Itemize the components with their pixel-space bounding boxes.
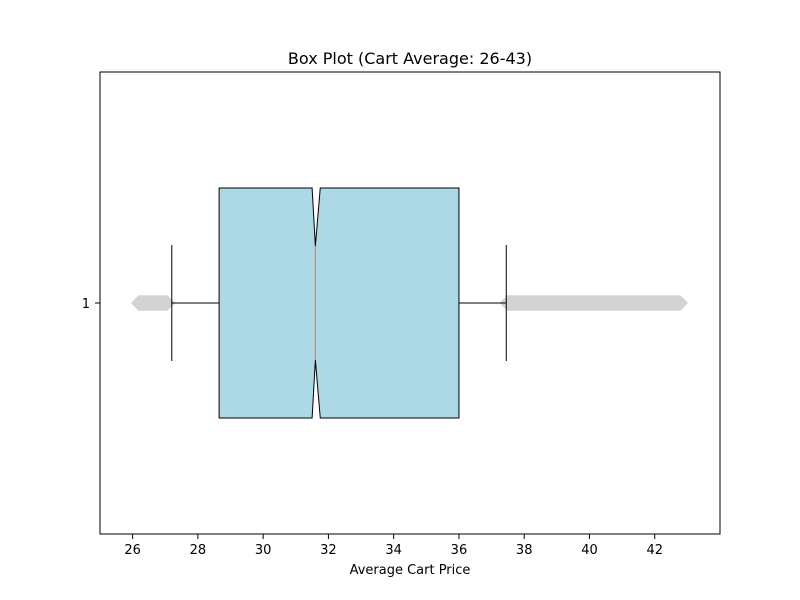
x-tick-label: 40 bbox=[581, 543, 598, 558]
x-tick-label: 42 bbox=[646, 543, 663, 558]
x-tick-label: 26 bbox=[124, 543, 141, 558]
x-tick-label: 28 bbox=[190, 543, 207, 558]
x-axis: 26 28 30 32 34 36 38 40 42 bbox=[124, 534, 663, 558]
y-axis: 1 bbox=[82, 297, 100, 312]
x-tick-label: 34 bbox=[385, 543, 402, 558]
x-tick-label: 32 bbox=[320, 543, 337, 558]
chart-title: Box Plot (Cart Average: 26-43) bbox=[288, 49, 532, 68]
y-tick-label: 1 bbox=[82, 297, 90, 312]
outlier-marker-high bbox=[671, 294, 689, 312]
x-axis-label: Average Cart Price bbox=[350, 563, 471, 578]
x-tick-label: 38 bbox=[516, 543, 533, 558]
x-tick-label: 36 bbox=[451, 543, 468, 558]
plot-area bbox=[130, 187, 689, 419]
x-tick-label: 30 bbox=[255, 543, 272, 558]
box-body bbox=[218, 187, 460, 419]
